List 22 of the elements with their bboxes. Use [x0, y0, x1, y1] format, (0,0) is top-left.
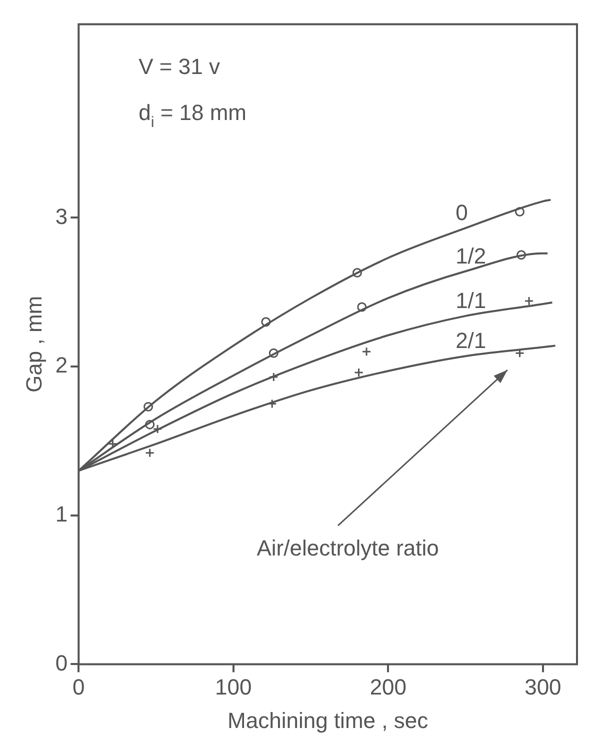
series-label: 2/1 [456, 328, 486, 354]
point [152, 424, 162, 434]
point [524, 296, 534, 306]
annotation: Air/electrolyte ratio [256, 535, 439, 560]
x-tick-label: 0 [72, 674, 85, 700]
series-label: 1/1 [456, 288, 486, 313]
series-label: 0 [456, 200, 468, 226]
series-label: 1/2 [456, 243, 486, 268]
y-axis-title: Gap , mm [21, 296, 46, 392]
x-tick-label: 100 [215, 674, 252, 700]
y-tick-label: 1 [55, 501, 68, 526]
x-tick-label: 300 [524, 674, 562, 700]
annotation: V = 31 v [138, 54, 220, 80]
point [362, 346, 372, 356]
point [354, 368, 364, 378]
y-tick-label: 3 [55, 204, 68, 229]
y-tick-label: 2 [55, 352, 68, 378]
y-tick-label: 0 [55, 650, 68, 676]
x-tick-label: 200 [370, 674, 407, 700]
point [145, 448, 155, 458]
point [268, 372, 278, 382]
x-axis-title: Machining time , sec [228, 708, 428, 733]
